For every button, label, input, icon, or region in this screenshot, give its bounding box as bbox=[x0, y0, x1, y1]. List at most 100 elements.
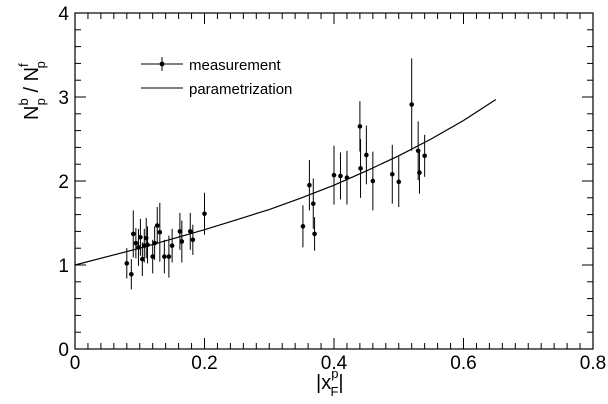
data-point-marker bbox=[140, 256, 145, 262]
x-tick-label: 0.8 bbox=[580, 353, 606, 374]
measurement-point bbox=[417, 151, 422, 194]
measurement-point bbox=[152, 226, 157, 260]
data-point-marker bbox=[138, 234, 143, 240]
measurement-points bbox=[124, 58, 427, 290]
data-point-marker bbox=[300, 224, 306, 229]
measurement-point bbox=[202, 192, 207, 235]
y-axis-title: Nb p / Nf p bbox=[16, 61, 48, 120]
data-point-marker bbox=[187, 229, 193, 234]
data-point-marker bbox=[409, 102, 415, 107]
measurement-point bbox=[150, 239, 155, 274]
measurement-point bbox=[166, 235, 172, 278]
data-point-marker bbox=[370, 178, 376, 184]
data-point-marker bbox=[152, 240, 157, 246]
x-axis-title-sup: p bbox=[331, 366, 338, 381]
y-axis-title-s1: b bbox=[16, 98, 31, 105]
data-point-marker bbox=[145, 242, 150, 248]
data-point-marker bbox=[312, 231, 317, 237]
data-point-marker bbox=[162, 254, 167, 259]
data-point-marker bbox=[422, 153, 427, 159]
y-axis-title-b1: p bbox=[33, 98, 48, 105]
measurement-point bbox=[422, 134, 427, 177]
x-tick-label: 0 bbox=[70, 353, 81, 374]
x-tick-label: 0.6 bbox=[450, 353, 476, 374]
data-point-marker bbox=[179, 239, 185, 244]
measurement-point bbox=[124, 248, 130, 279]
x-axis-title-end: | bbox=[338, 372, 343, 394]
measurement-point bbox=[307, 160, 312, 211]
legend: measurement parametrization bbox=[141, 57, 292, 98]
y-axis-title-s2: f bbox=[16, 63, 31, 67]
measurement-point bbox=[364, 125, 369, 185]
measurement-point bbox=[138, 218, 143, 256]
measurement-point bbox=[129, 259, 134, 290]
y-tick-label: 2 bbox=[58, 172, 69, 193]
data-point-marker bbox=[344, 175, 350, 180]
data-point-marker bbox=[357, 124, 363, 129]
measurement-point bbox=[154, 207, 160, 244]
data-point-marker bbox=[364, 152, 369, 158]
data-point-marker bbox=[177, 229, 183, 234]
data-point-marker bbox=[331, 172, 337, 178]
data-point-marker bbox=[338, 173, 343, 179]
measurement-point bbox=[136, 228, 141, 266]
x-tick-label: 0.4 bbox=[321, 353, 348, 374]
y-axis-title-n2: N bbox=[21, 67, 43, 81]
y-axis-title-b2: p bbox=[33, 61, 48, 68]
data-point-marker bbox=[124, 261, 130, 266]
data-point-marker bbox=[133, 240, 139, 246]
tick-labels: 0 0.2 0.4 0.6 0.8 0 1 2 3 4 bbox=[58, 4, 606, 374]
data-point-marker bbox=[310, 201, 316, 206]
data-point-marker bbox=[307, 182, 312, 188]
data-point-marker bbox=[396, 179, 402, 185]
legend-parametrization-label: parametrization bbox=[189, 81, 292, 98]
measurement-point bbox=[157, 202, 163, 262]
legend-measurement-marker bbox=[159, 61, 165, 67]
measurement-point bbox=[169, 228, 175, 263]
measurement-point bbox=[396, 156, 402, 208]
y-axis-title-n1: N bbox=[21, 106, 43, 120]
measurement-point bbox=[389, 144, 395, 204]
measurement-point bbox=[312, 217, 317, 251]
measurement-point bbox=[300, 205, 306, 248]
y-tick-label: 1 bbox=[58, 256, 69, 277]
measurement-point bbox=[133, 228, 139, 259]
measurement-point bbox=[331, 145, 337, 205]
data-point-marker bbox=[190, 237, 196, 243]
measurement-point bbox=[310, 178, 316, 229]
data-point-marker bbox=[358, 166, 363, 171]
data-point-marker bbox=[157, 229, 163, 235]
y-tick-label: 0 bbox=[58, 340, 69, 361]
plot-area: 0 0.2 0.4 0.6 0.8 0 1 2 3 4 bbox=[58, 4, 606, 374]
measurement-point bbox=[179, 220, 185, 263]
y-axis-title-slash: / bbox=[21, 81, 43, 98]
measurement-point bbox=[409, 58, 415, 151]
data-point-marker bbox=[202, 211, 207, 217]
x-axis-title-base: |x bbox=[316, 372, 331, 394]
data-point-marker bbox=[150, 254, 155, 259]
measurement-point bbox=[370, 151, 376, 211]
measurement-point bbox=[140, 242, 145, 276]
data-point-marker bbox=[417, 170, 422, 175]
x-tick-label: 0.2 bbox=[191, 353, 217, 374]
x-axis-title: |xp F| bbox=[316, 366, 344, 399]
measurement-point bbox=[358, 139, 363, 198]
measurement-point bbox=[130, 210, 136, 258]
data-point-marker bbox=[169, 243, 175, 248]
measurement-point bbox=[162, 239, 167, 274]
data-point-marker bbox=[130, 231, 136, 237]
measurement-point bbox=[187, 212, 193, 250]
x-axis-title-sub: F bbox=[330, 384, 338, 399]
data-point-marker bbox=[389, 171, 395, 177]
measurement-point bbox=[357, 101, 363, 152]
measurement-point bbox=[145, 226, 150, 264]
data-point-marker bbox=[136, 245, 141, 250]
y-tick-label: 3 bbox=[58, 88, 69, 109]
legend-measurement-label: measurement bbox=[189, 57, 282, 74]
data-point-marker bbox=[166, 254, 172, 259]
y-tick-label: 4 bbox=[58, 4, 69, 25]
measurement-point bbox=[338, 152, 343, 200]
data-point-marker bbox=[154, 223, 160, 228]
measurement-point bbox=[344, 150, 350, 205]
